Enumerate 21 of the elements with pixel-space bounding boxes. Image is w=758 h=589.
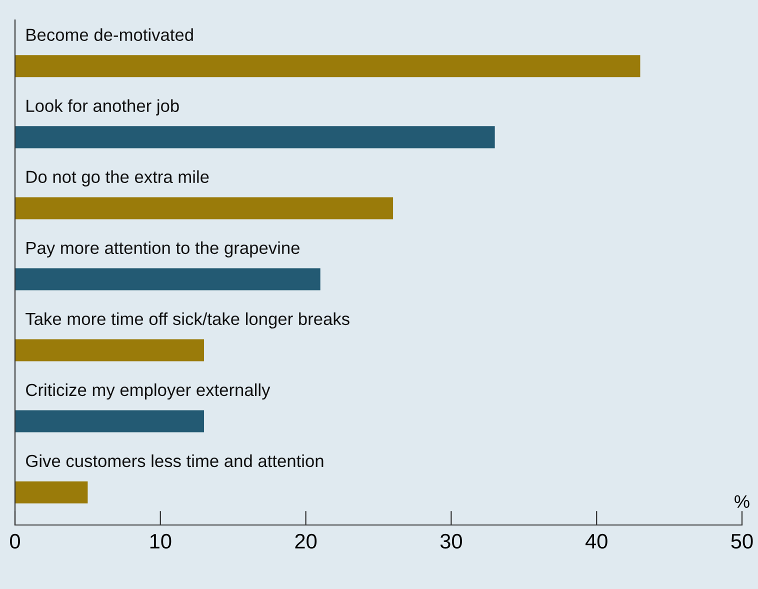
- x-axis-title: %: [734, 495, 750, 508]
- bar: [15, 126, 495, 148]
- y-tick-label: Pay more attention to the grapevine: [26, 241, 300, 258]
- bar: [15, 197, 394, 220]
- x-tick-label: 30: [440, 534, 462, 549]
- y-tick-label: Take more time off sick/take longer breaks: [26, 312, 350, 329]
- y-tick-label: Do not go the extra mile: [26, 170, 209, 186]
- x-tick-label: 10: [150, 534, 172, 549]
- y-tick-label: Look for another job: [26, 99, 179, 116]
- y-tick-label: Become de-motivated: [26, 28, 193, 41]
- y-tick-label: Criticize my employer externally: [26, 383, 270, 400]
- x-tick-label: 20: [295, 534, 317, 549]
- x-tick-label: 0: [10, 534, 20, 549]
- bar: [15, 410, 204, 432]
- bar: [15, 481, 88, 504]
- bar: [15, 268, 320, 290]
- y-tick-label: Give customers less time and attention: [26, 454, 324, 468]
- bar: [15, 339, 204, 362]
- x-tick-label: 40: [585, 534, 608, 549]
- x-tick-label: 50: [731, 534, 753, 549]
- bar: [15, 55, 640, 78]
